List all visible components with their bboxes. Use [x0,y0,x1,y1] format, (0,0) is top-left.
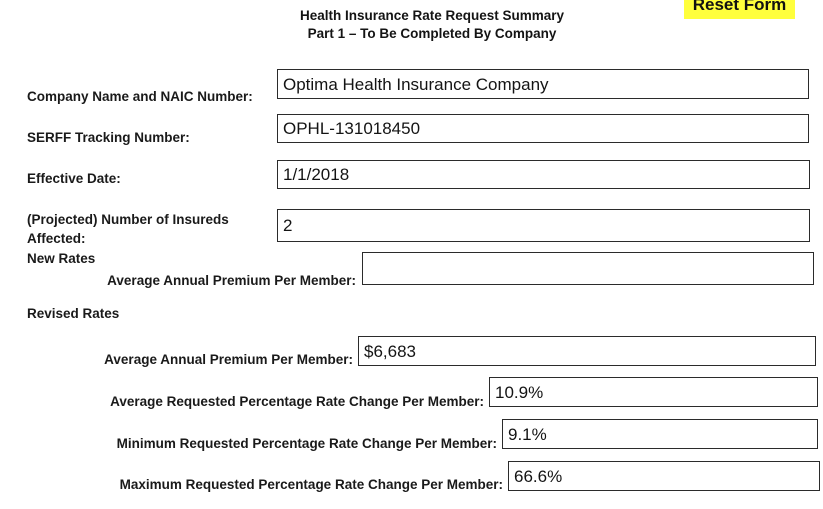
new-rates-avg-premium-label: Average Annual Premium Per Member: [107,273,356,288]
revised-avg-premium-label: Average Annual Premium Per Member: [104,352,353,367]
max-pct-change-input[interactable] [508,461,820,491]
effective-date-input[interactable] [277,160,810,189]
company-name-input[interactable] [277,69,809,99]
serff-tracking-label: SERFF Tracking Number: [27,130,190,145]
serff-tracking-input[interactable] [277,114,809,143]
reset-form-button-label: Reset Form [692,0,787,14]
insureds-affected-label: (Projected) Number of Insureds Affected: [27,212,229,246]
min-pct-change-input[interactable] [502,419,818,449]
reset-form-button[interactable]: Reset Form [684,0,795,19]
form-title-line2: Part 1 – To Be Completed By Company [307,26,557,41]
avg-pct-change-label: Average Requested Percentage Rate Change… [110,394,484,409]
insureds-affected-input[interactable] [277,209,810,242]
effective-date-label: Effective Date: [27,171,121,186]
revised-rates-heading: Revised Rates [27,306,120,321]
max-pct-change-label: Maximum Requested Percentage Rate Change… [119,477,503,492]
new-rates-heading: New Rates [27,251,96,266]
form-title-line1: Health Insurance Rate Request Summary [299,8,565,23]
new-rates-avg-premium-input[interactable] [362,252,814,285]
company-name-label: Company Name and NAIC Number: [27,89,253,104]
revised-avg-premium-input[interactable] [358,336,816,366]
min-pct-change-label: Minimum Requested Percentage Rate Change… [116,436,497,451]
avg-pct-change-input[interactable] [489,377,818,407]
form-title: Health Insurance Rate Request Summary Pa… [41,7,823,43]
